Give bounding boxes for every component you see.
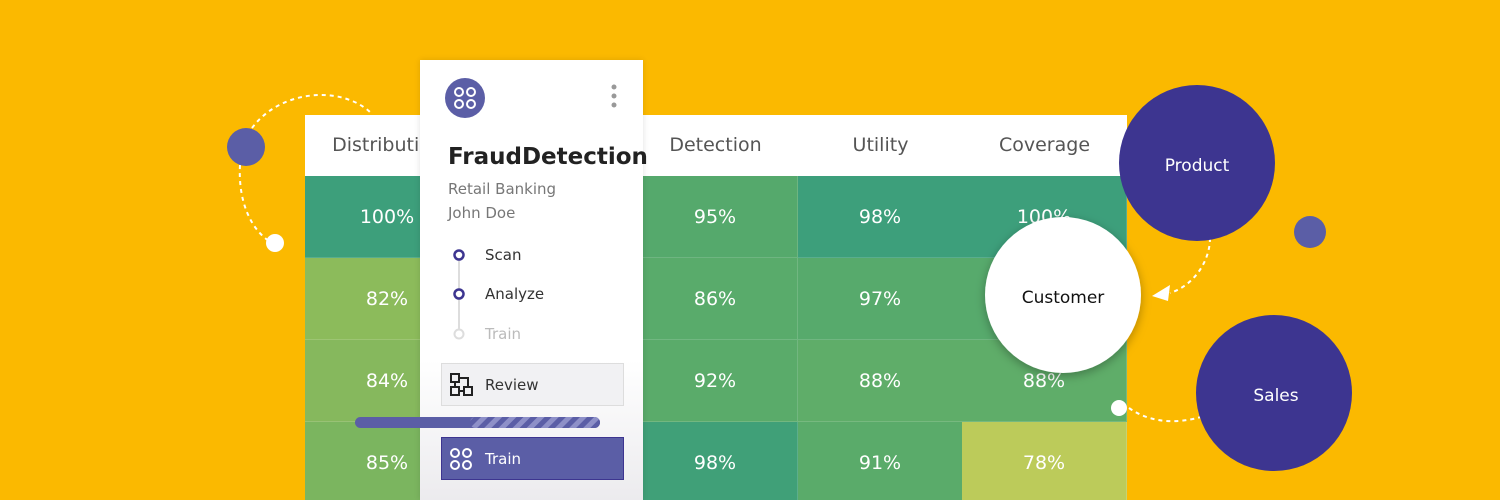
review-icon	[450, 373, 473, 396]
column-header: Detection	[633, 115, 798, 176]
step: Train	[485, 325, 521, 343]
heatmap-cell: 91%	[798, 422, 963, 500]
heatmap-cell: 98%	[633, 422, 798, 500]
card-icons	[445, 78, 617, 118]
bubble-label: Product	[1165, 156, 1230, 176]
heatmap-cell: 97%	[798, 258, 963, 340]
train-icon	[450, 448, 472, 470]
card-subtitle: Retail Banking	[448, 180, 557, 198]
train-button[interactable]: Train	[441, 437, 624, 480]
heatmap-cell: 78%	[962, 422, 1127, 500]
step: Scan	[485, 246, 522, 264]
button-label: Review	[485, 376, 539, 394]
heatmap-cell: 95%	[633, 176, 798, 258]
step-track	[453, 249, 465, 340]
bubble-label: Sales	[1253, 386, 1298, 406]
heatmap-cell: 86%	[633, 258, 798, 340]
heatmap-cell: 92%	[633, 340, 798, 422]
column-header: Coverage	[962, 115, 1127, 176]
column-header: Utility	[798, 115, 963, 176]
button-label: Train	[485, 450, 521, 468]
heatmap-cell: 88%	[798, 340, 963, 422]
bubble-label: Customer	[1022, 288, 1105, 308]
review-button[interactable]: Review	[441, 363, 624, 406]
card-title: FraudDetection	[448, 144, 648, 170]
step: Analyze	[485, 285, 545, 303]
card-user: John Doe	[448, 204, 516, 222]
heatmap-cell: 98%	[798, 176, 963, 258]
